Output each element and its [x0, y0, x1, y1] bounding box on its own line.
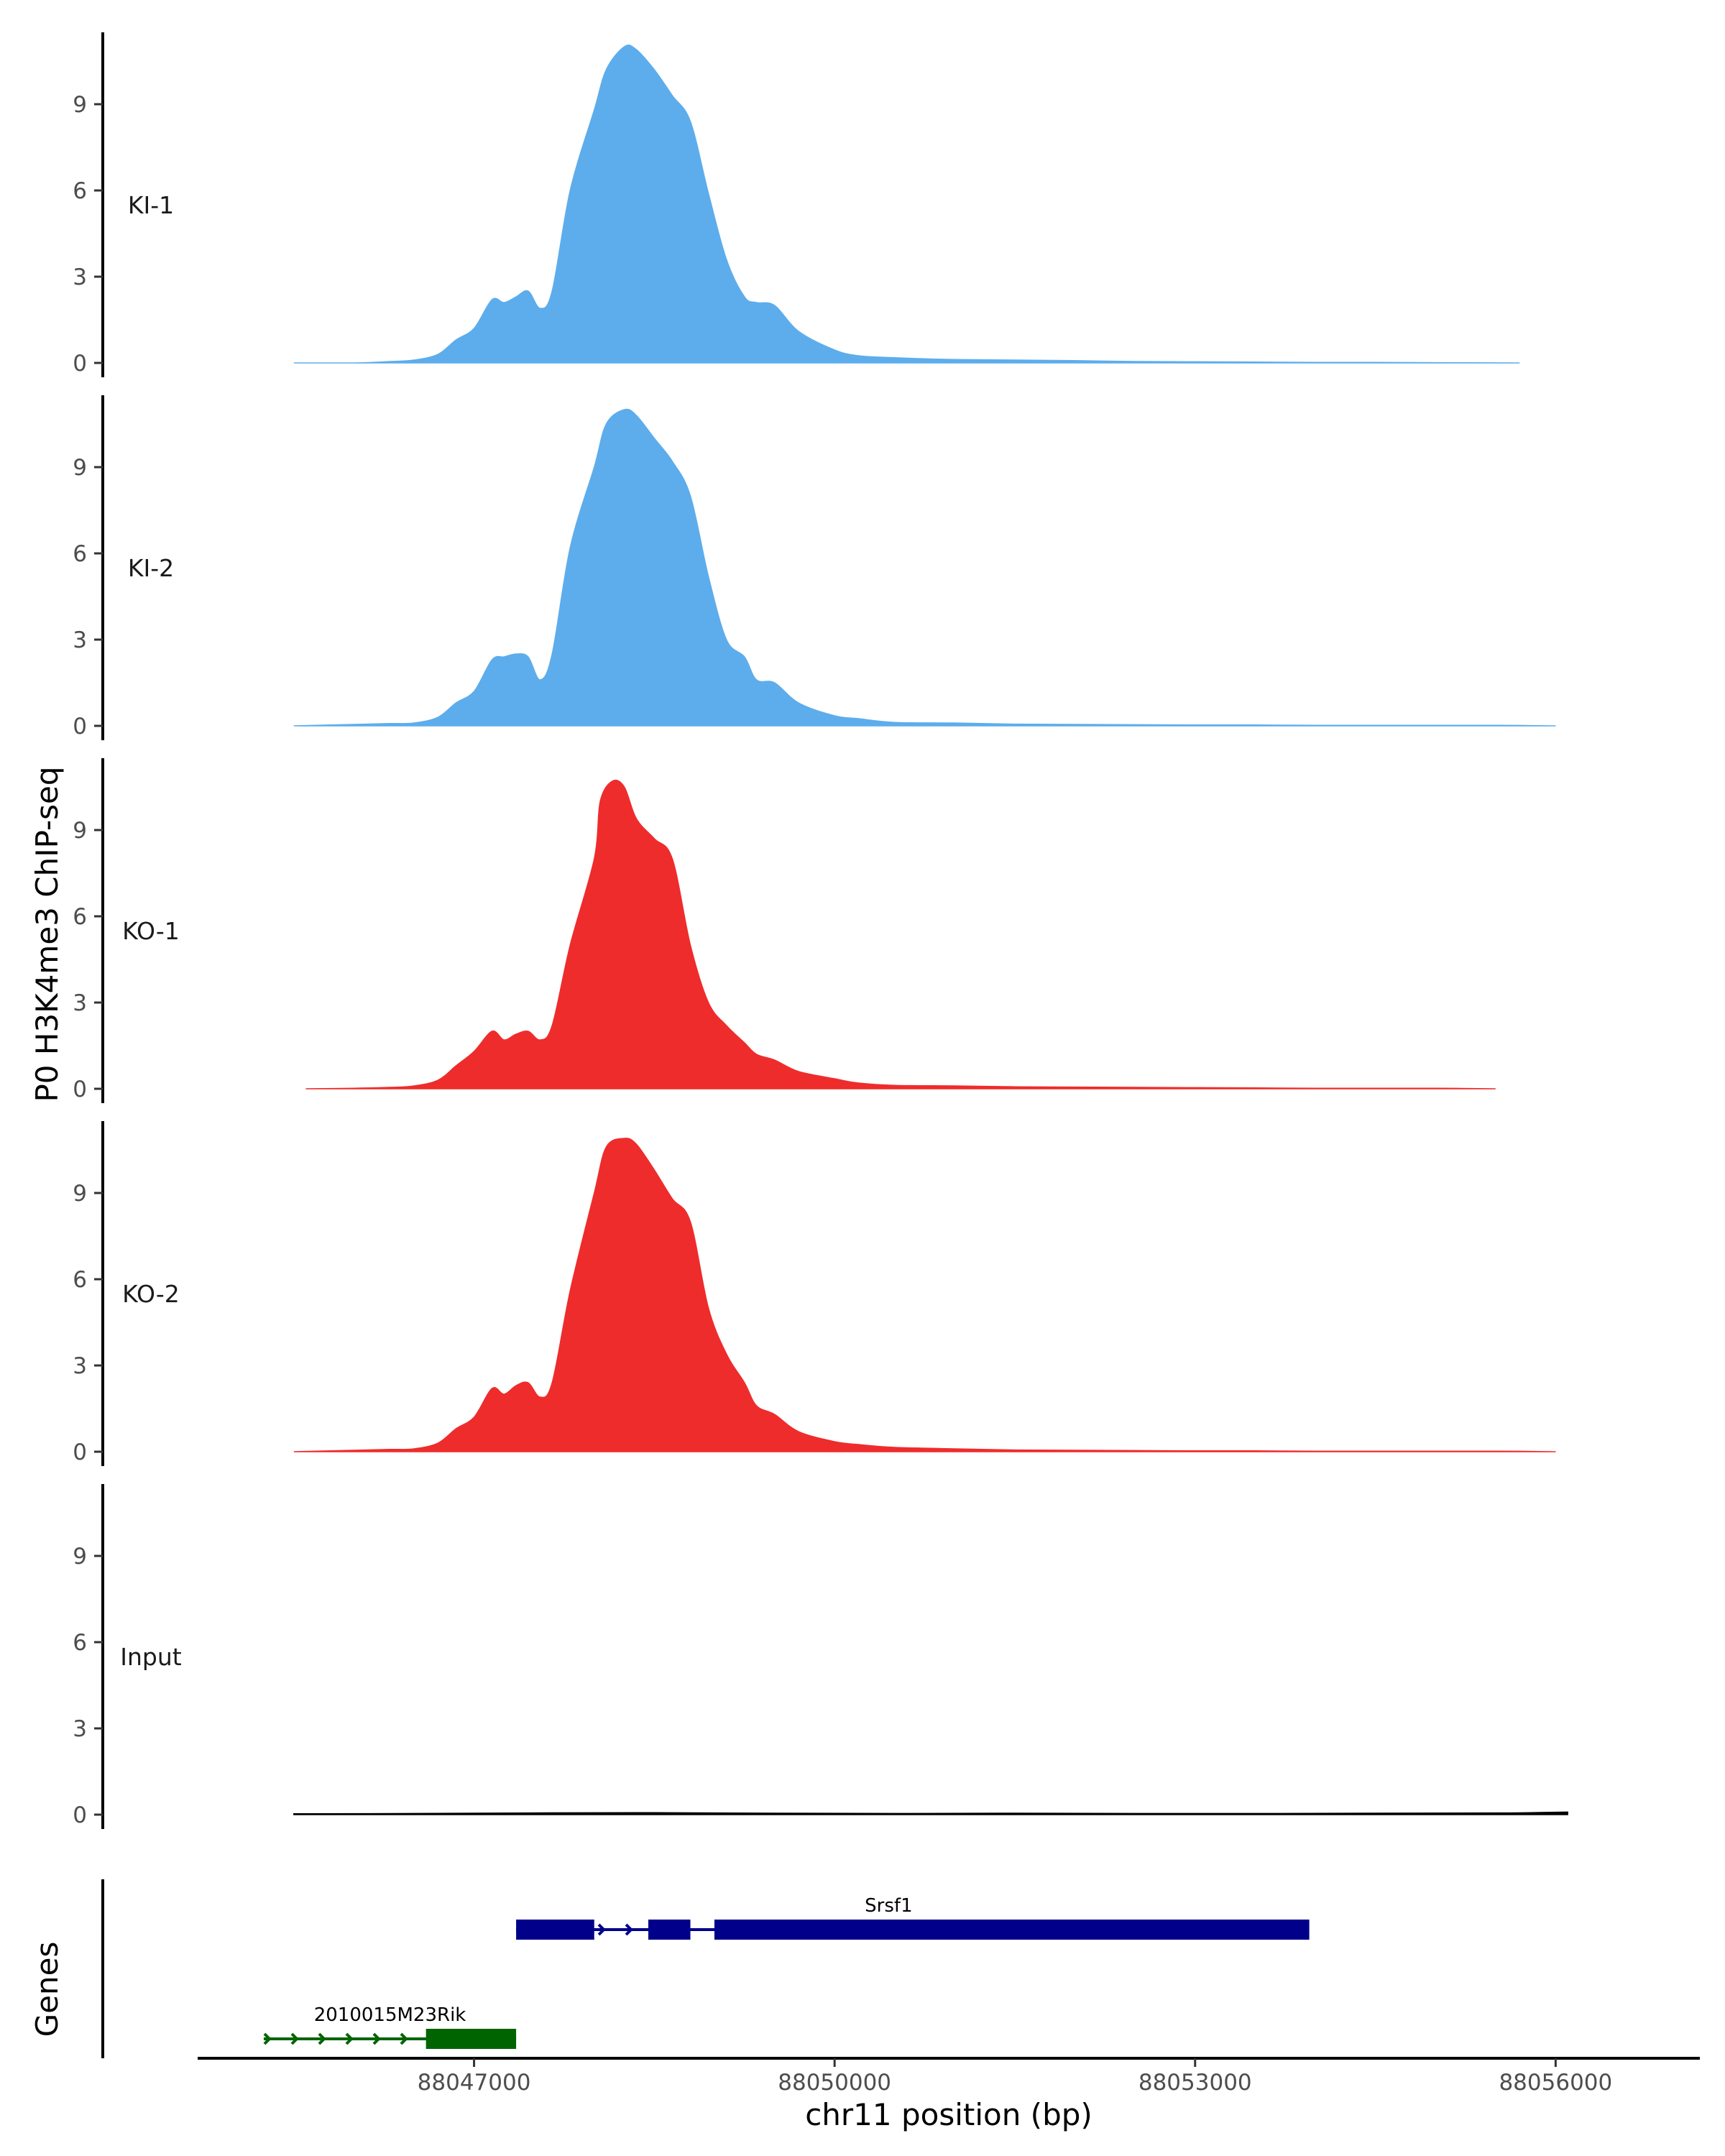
- strand-arrow: [400, 2032, 408, 2045]
- track-input: 0 3 6 9 Input: [73, 1484, 1568, 1829]
- y-tick-label: 9: [73, 818, 87, 844]
- y-tick-label: 0: [73, 1077, 87, 1102]
- track-label: KI-2: [128, 554, 174, 582]
- track-label: KO-2: [122, 1280, 180, 1308]
- track-label: KO-1: [122, 917, 180, 945]
- y-axis-title: P0 H3K4me3 ChIP-seq: [29, 766, 65, 1102]
- tracks-layer: 0 3 6 9 KI-1 0 3 6 9 KI-2 0 3 6 9 KO-1 0 3 6 9 KO-2 0 3 6 9 Inpu…: [73, 32, 1568, 1829]
- strand-arrow: [345, 2032, 354, 2045]
- strand-arrow: [318, 2032, 326, 2045]
- strand-arrow: [372, 2032, 381, 2045]
- y-tick-label: 3: [73, 627, 87, 653]
- signal-area: [305, 779, 1496, 1089]
- x-axis: 88047000 88050000 88053000 88056000: [198, 2057, 1700, 2096]
- x-tick-label: 88053000: [1138, 2070, 1252, 2096]
- y-tick-label: 0: [73, 351, 87, 377]
- y-tick-label: 3: [73, 1716, 87, 1742]
- track-ki-2: 0 3 6 9 KI-2: [73, 395, 1556, 740]
- y-tick-label: 0: [73, 1802, 87, 1828]
- y-tick-label: 3: [73, 990, 87, 1016]
- y-tick-label: 6: [73, 541, 87, 567]
- y-tick-label: 6: [73, 178, 87, 204]
- genes-layer: Srsf1 2010015M23Rik: [101, 1879, 1310, 2058]
- y-tick-label: 9: [73, 92, 87, 118]
- track-label: Input: [120, 1643, 182, 1671]
- track-ko-2: 0 3 6 9 KO-2: [73, 1121, 1556, 1466]
- gene-exon: [426, 2029, 517, 2049]
- y-tick-label: 9: [73, 1544, 87, 1570]
- strand-arrow: [597, 1923, 606, 1936]
- strand-arrow: [625, 1923, 633, 1936]
- signal-area: [293, 408, 1556, 727]
- y-tick-label: 3: [73, 264, 87, 290]
- y-tick-label: 0: [73, 1439, 87, 1465]
- gene-label: Srsf1: [865, 1895, 912, 1917]
- track-label: KI-1: [128, 191, 174, 219]
- y-tick-label: 9: [73, 455, 87, 481]
- strand-arrow: [290, 2032, 299, 2045]
- track-ko-1: 0 3 6 9 KO-1: [73, 758, 1496, 1103]
- x-tick-label: 88047000: [418, 2070, 531, 2096]
- signal-area: [293, 1138, 1556, 1452]
- y-tick-label: 6: [73, 904, 87, 930]
- y-tick-label: 6: [73, 1267, 87, 1293]
- gene-exon: [648, 1920, 691, 1940]
- gene-label: 2010015M23Rik: [314, 2004, 466, 2026]
- y-tick-label: 3: [73, 1353, 87, 1379]
- strand-arrow: [263, 2032, 272, 2045]
- x-axis-title: chr11 position (bp): [805, 2097, 1092, 2132]
- track-ki-1: 0 3 6 9 KI-1: [73, 32, 1520, 377]
- y-tick-label: 6: [73, 1630, 87, 1656]
- gene-exon: [714, 1920, 1310, 1940]
- x-tick-label: 88056000: [1499, 2070, 1612, 2096]
- y-tick-label: 9: [73, 1181, 87, 1207]
- genes-panel-title: Genes: [29, 1942, 65, 2037]
- gene-2010015m23rik: 2010015M23Rik: [263, 2004, 517, 2049]
- gene-exon: [516, 1920, 594, 1940]
- x-tick-label: 88050000: [778, 2070, 891, 2096]
- signal-area: [293, 1811, 1568, 1815]
- gene-srsf1: Srsf1: [516, 1895, 1310, 1940]
- signal-area: [293, 45, 1520, 364]
- y-tick-label: 0: [73, 714, 87, 740]
